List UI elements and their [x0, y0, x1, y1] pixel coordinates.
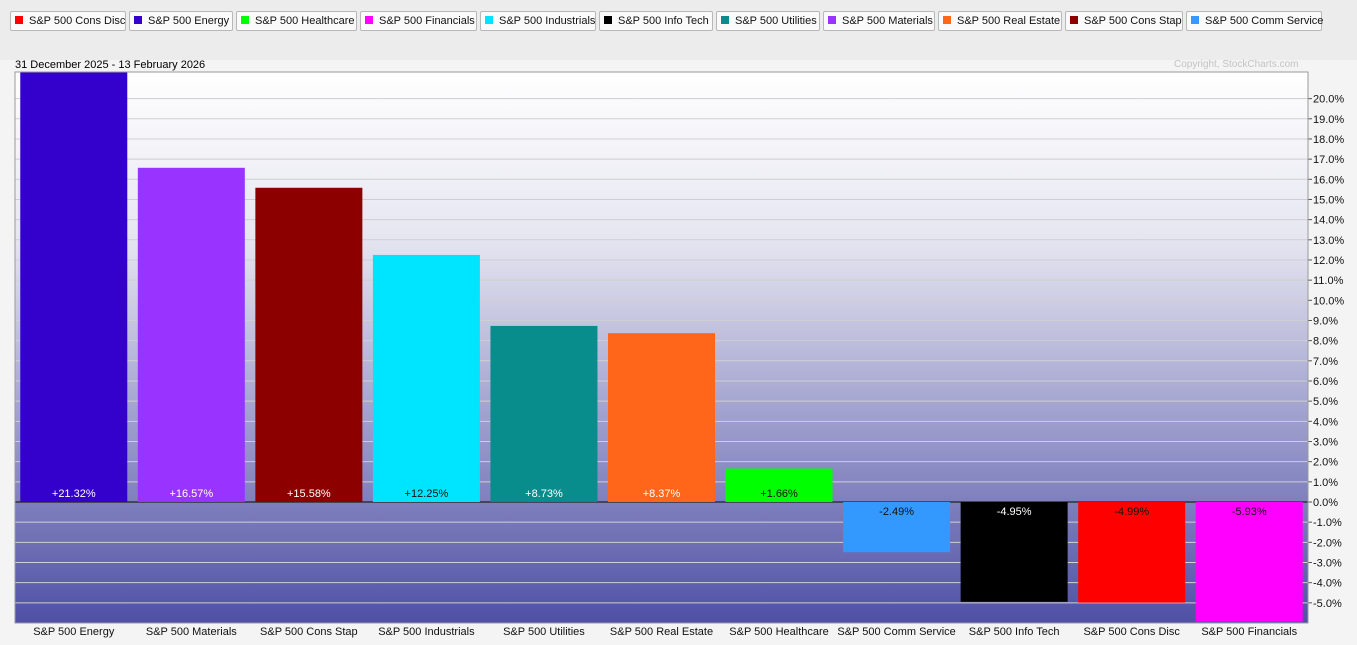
bar-value-label: +21.32% [52, 488, 96, 500]
legend-label: S&P 500 Comm Service [1205, 15, 1324, 27]
y-tick-label: 0.0% [1313, 497, 1338, 509]
legend-swatch [365, 16, 373, 24]
y-tick-label: -4.0% [1313, 578, 1342, 590]
category-label: S&P 500 Healthcare [729, 626, 828, 638]
legend-item-s-p-500-materials[interactable]: S&P 500 Materials [823, 11, 935, 31]
y-tick-label: 15.0% [1313, 194, 1344, 206]
legend-label: S&P 500 Cons Disc [29, 15, 126, 27]
y-tick-label: 5.0% [1313, 396, 1338, 408]
y-tick-label: 17.0% [1313, 154, 1344, 166]
category-label: S&P 500 Real Estate [610, 626, 713, 638]
legend-label: S&P 500 Cons Stap [1084, 15, 1182, 27]
legend-item-s-p-500-healthcare[interactable]: S&P 500 Healthcare [236, 11, 357, 31]
date-range: 31 December 2025 - 13 February 2026 [15, 59, 206, 71]
y-tick-label: 19.0% [1313, 114, 1344, 126]
bar-value-label: -4.95% [997, 506, 1032, 518]
bar [137, 167, 245, 502]
bar [608, 333, 715, 502]
legend-swatch [1191, 16, 1199, 24]
legend-item-s-p-500-comm-service[interactable]: S&P 500 Comm Service [1186, 11, 1324, 31]
bar [1078, 501, 1186, 603]
y-tick-label: 16.0% [1313, 174, 1344, 186]
legend-item-s-p-500-cons-stap[interactable]: S&P 500 Cons Stap [1065, 11, 1183, 31]
legend-label: S&P 500 Materials [842, 15, 933, 27]
bar [255, 187, 363, 502]
legend-swatch [134, 16, 142, 24]
bar [490, 325, 598, 502]
sector-performance-chart: 20.0% 19.0% 18.0% 17.0% 16.0% 15.0% 14.0% 13.0%… [14, 71, 1344, 638]
bar [1195, 501, 1303, 622]
y-tick-label: 3.0% [1313, 436, 1338, 448]
category-label: S&P 500 Cons Disc [1083, 626, 1180, 638]
bar [843, 501, 951, 553]
legend-bar: S&P 500 Cons Disc S&P 500 Energy S&P 500 H… [0, 0, 1357, 60]
y-tick-label: 7.0% [1313, 356, 1338, 368]
legend-swatch [1070, 16, 1078, 24]
y-tick-label: 18.0% [1313, 134, 1344, 146]
y-tick-label: 8.0% [1313, 336, 1338, 348]
legend-swatch [604, 16, 612, 24]
y-tick-label: -5.0% [1313, 598, 1342, 610]
bar [372, 254, 480, 502]
y-tick-label: -1.0% [1313, 517, 1342, 529]
y-tick-label: 9.0% [1313, 315, 1338, 327]
bar-value-label: +16.57% [169, 488, 213, 500]
legend-label: S&P 500 Real Estate [957, 15, 1061, 27]
legend-swatch [241, 16, 249, 24]
legend-item-s-p-500-real-estate[interactable]: S&P 500 Real Estate [938, 11, 1062, 31]
y-tick-label: 11.0% [1313, 275, 1344, 287]
legend-swatch [943, 16, 951, 24]
bar [960, 501, 1068, 602]
legend-item-s-p-500-energy[interactable]: S&P 500 Energy [129, 11, 233, 31]
y-tick-label: -3.0% [1313, 557, 1342, 569]
legend-swatch [721, 16, 729, 24]
y-tick-label: 13.0% [1313, 235, 1344, 247]
category-label: S&P 500 Energy [33, 626, 115, 638]
category-label: S&P 500 Industrials [378, 626, 475, 638]
y-tick-label: 2.0% [1313, 457, 1338, 469]
legend-label: S&P 500 Info Tech [618, 15, 709, 27]
category-label: S&P 500 Financials [1201, 626, 1297, 638]
bar-value-label: +15.58% [287, 488, 331, 500]
y-tick-label: 12.0% [1313, 255, 1344, 267]
plot-border [14, 71, 1309, 624]
y-tick-label: 4.0% [1313, 416, 1338, 428]
legend-label: S&P 500 Utilities [735, 15, 817, 27]
y-tick-label: 20.0% [1313, 94, 1344, 106]
legend-label: S&P 500 Financials [379, 15, 475, 27]
category-label: S&P 500 Comm Service [837, 626, 955, 638]
bar [20, 72, 128, 502]
legend-item-s-p-500-cons-disc[interactable]: S&P 500 Cons Disc [10, 11, 126, 31]
bar-value-label: +1.66% [760, 488, 798, 500]
category-label: S&P 500 Utilities [503, 626, 585, 638]
y-tick-label: 10.0% [1313, 295, 1344, 307]
legend-swatch [828, 16, 836, 24]
y-tick-label: 14.0% [1313, 215, 1344, 227]
bar-value-label: +12.25% [405, 488, 449, 500]
y-tick-label: 6.0% [1313, 376, 1338, 388]
legend-item-s-p-500-industrials[interactable]: S&P 500 Industrials [480, 11, 596, 31]
legend-item-s-p-500-financials[interactable]: S&P 500 Financials [360, 11, 477, 31]
bar-value-label: -5.93% [1232, 506, 1267, 518]
bar-value-label: +8.37% [643, 488, 681, 500]
legend-item-s-p-500-utilities[interactable]: S&P 500 Utilities [716, 11, 820, 31]
category-label: S&P 500 Cons Stap [260, 626, 358, 638]
legend-label: S&P 500 Energy [148, 15, 230, 27]
y-tick-label: -2.0% [1313, 537, 1342, 549]
copyright-notice: Copyright, StockCharts.com [1174, 59, 1299, 70]
category-label: S&P 500 Info Tech [969, 626, 1060, 638]
legend-swatch [15, 16, 23, 24]
category-label: S&P 500 Materials [146, 626, 237, 638]
bar-value-label: +8.73% [525, 488, 563, 500]
legend-label: S&P 500 Industrials [499, 15, 596, 27]
bar [725, 468, 833, 502]
legend-item-s-p-500-info-tech[interactable]: S&P 500 Info Tech [599, 11, 713, 31]
bar-value-label: -4.99% [1114, 506, 1149, 518]
legend-swatch [485, 16, 493, 24]
legend-label: S&P 500 Healthcare [255, 15, 355, 27]
bar-value-label: -2.49% [879, 506, 914, 518]
y-tick-label: 1.0% [1313, 477, 1338, 489]
